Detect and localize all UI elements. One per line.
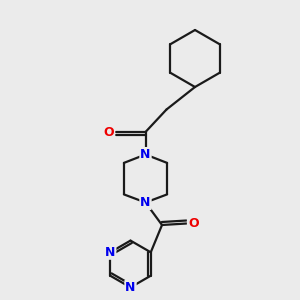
Text: O: O [188, 217, 199, 230]
Text: N: N [140, 148, 151, 161]
Text: N: N [125, 281, 136, 294]
Text: N: N [140, 196, 151, 209]
Text: O: O [103, 125, 114, 139]
Text: N: N [105, 246, 116, 259]
